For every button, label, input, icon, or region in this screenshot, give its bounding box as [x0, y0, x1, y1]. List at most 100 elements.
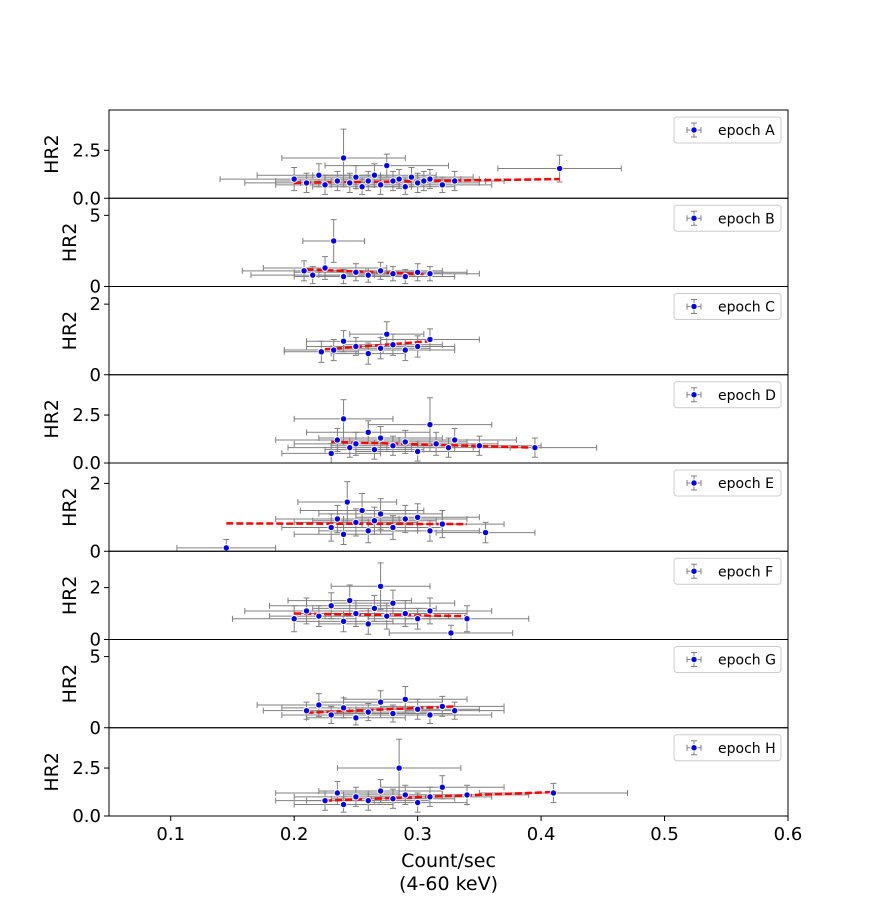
data-point [383, 612, 391, 620]
data-point [463, 615, 471, 623]
y-tick-label: 0 [90, 630, 101, 651]
data-point [376, 510, 385, 518]
y-tick-label: 0.0 [72, 188, 101, 209]
data-point [339, 704, 348, 712]
data-point [376, 582, 385, 590]
data-point [401, 438, 409, 446]
y-axis-label: HR2 [59, 664, 81, 704]
legend-marker [690, 479, 698, 487]
data-point [383, 330, 391, 338]
legend-marker [690, 214, 698, 222]
data-point [358, 183, 366, 191]
data-point [321, 264, 329, 272]
data-point [317, 348, 326, 356]
y-axis-label: HR2 [59, 576, 81, 616]
data-point [413, 513, 422, 522]
x-axis-label: Count/sec [401, 850, 496, 872]
data-point [438, 783, 447, 791]
data-point [315, 612, 323, 620]
data-point [333, 436, 342, 444]
data-point [376, 787, 385, 795]
data-point [315, 171, 323, 179]
legend-marker [690, 744, 698, 752]
data-point [383, 161, 391, 170]
data-point [389, 523, 397, 532]
data-point [481, 528, 490, 537]
y-tick-label: 2 [90, 473, 101, 494]
data-point [413, 705, 422, 713]
data-point [309, 271, 317, 279]
data-point [290, 615, 298, 623]
data-point [426, 793, 434, 801]
data-point [450, 177, 459, 185]
data-point [364, 796, 372, 805]
data-point [475, 442, 484, 450]
y-tick-label: 5 [90, 205, 101, 226]
legend-box [673, 646, 782, 673]
data-point [370, 517, 379, 525]
y-tick-label: 0.0 [72, 453, 101, 474]
y-axis-label: HR2 [59, 487, 81, 527]
data-point [389, 269, 397, 278]
data-point [426, 527, 434, 535]
data-point [463, 791, 471, 799]
fit-line [226, 522, 468, 526]
data-point [376, 434, 385, 442]
y-axis-label: HR2 [59, 311, 81, 351]
data-point [302, 706, 311, 715]
data-point [302, 607, 311, 615]
data-point [339, 337, 348, 345]
data-point [346, 443, 354, 452]
data-point [407, 173, 416, 181]
y-axis-label: HR2 [59, 223, 81, 263]
data-point [447, 629, 455, 637]
data-point [339, 617, 348, 626]
y-tick-label: 0 [90, 277, 101, 298]
data-point [352, 714, 360, 722]
data-point [426, 335, 434, 344]
legend-marker [690, 655, 698, 664]
data-point [343, 498, 351, 506]
data-point [339, 154, 348, 162]
data-point [364, 349, 372, 358]
data-point [401, 515, 409, 523]
data-point [438, 181, 447, 189]
data-point [438, 702, 447, 711]
data-point [426, 711, 434, 719]
data-point [352, 440, 360, 448]
legend-label: epoch C [718, 300, 775, 316]
legend-label: epoch B [718, 211, 775, 227]
data-point [401, 695, 409, 703]
data-point [426, 607, 434, 615]
data-point [364, 620, 372, 628]
data-point [444, 443, 453, 452]
data-point [426, 175, 434, 183]
data-point [555, 164, 564, 173]
y-tick-label: 5 [90, 647, 101, 668]
legend-marker [690, 126, 698, 134]
legend-label: epoch D [718, 388, 776, 404]
data-point [346, 596, 354, 605]
data-point [352, 518, 360, 527]
data-point [413, 179, 422, 187]
data-point [321, 181, 329, 189]
data-point [370, 445, 379, 454]
data-point [364, 428, 372, 437]
data-point [401, 791, 409, 799]
data-point [549, 789, 558, 797]
legend-label: epoch F [718, 564, 773, 580]
legend-box [673, 204, 782, 232]
legend-label: epoch E [718, 476, 774, 492]
x-tick-label: 0.2 [280, 824, 309, 845]
y-axis-label: HR2 [41, 134, 63, 174]
y-tick-label: 0 [90, 541, 101, 562]
data-point [401, 609, 409, 618]
fit-line [324, 790, 554, 802]
data-point [352, 793, 360, 801]
data-point [352, 173, 360, 181]
fit-line [324, 339, 431, 351]
y-tick-label: 0 [90, 365, 101, 386]
data-point [395, 764, 403, 772]
